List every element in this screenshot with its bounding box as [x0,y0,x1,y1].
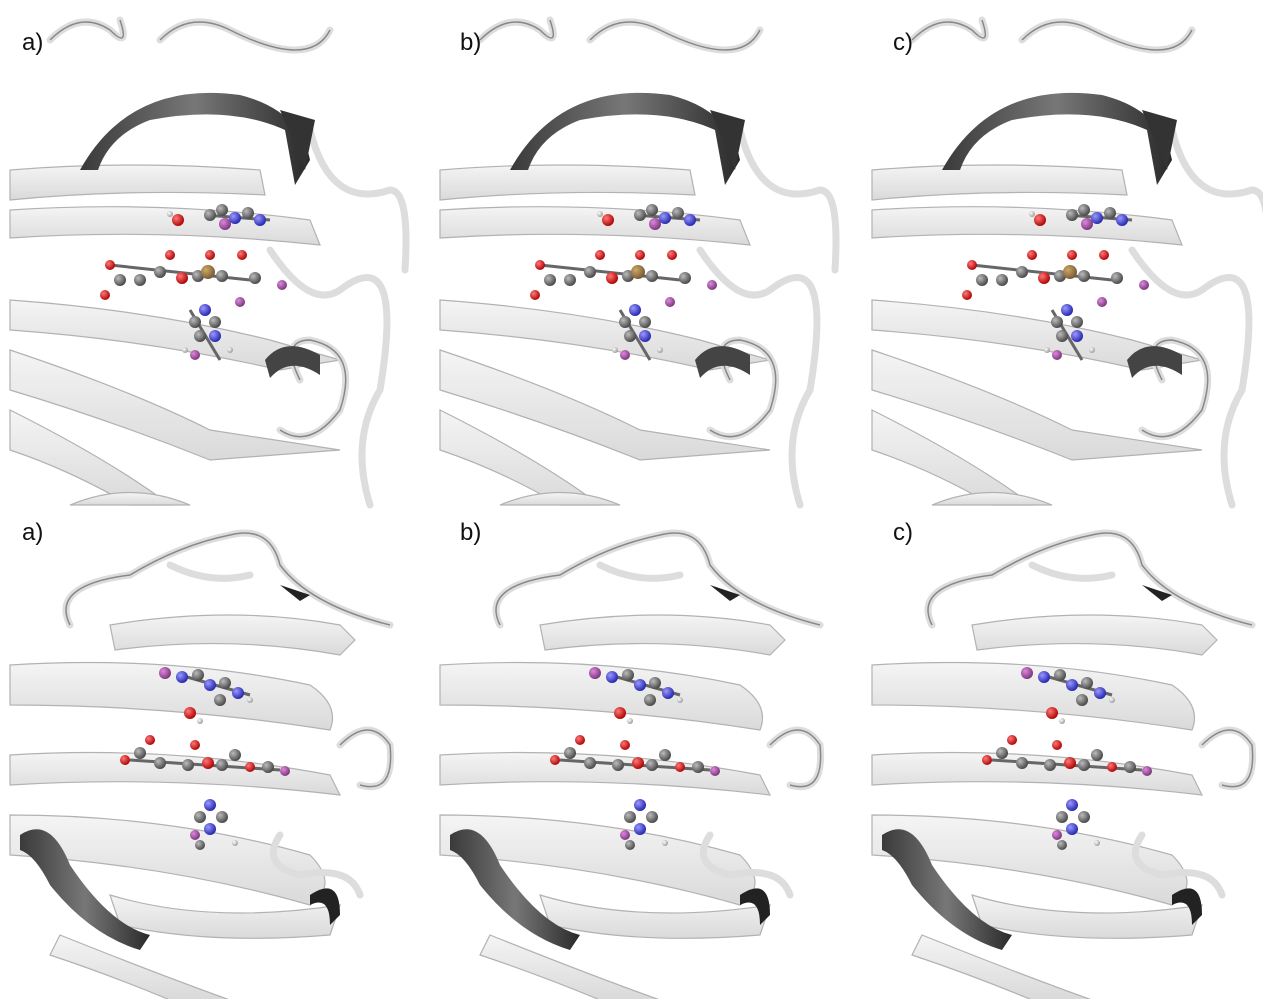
panel-label: c) [893,29,913,56]
panel-label: b) [460,519,481,546]
panel-label: a) [22,29,43,56]
panel-label: b) [460,29,481,56]
panel-label: a) [22,519,43,546]
panel-image [872,533,1253,999]
figure: a) b) c) a) b) c) [0,0,1263,999]
panel-image [10,533,391,999]
panel-label: c) [893,519,913,546]
panel-image [440,20,836,505]
panel-image [440,533,821,999]
panel-image [872,20,1263,505]
page: a) b) c) a) b) c) (() => { const data = … [0,0,1263,999]
panel-image [10,20,406,505]
